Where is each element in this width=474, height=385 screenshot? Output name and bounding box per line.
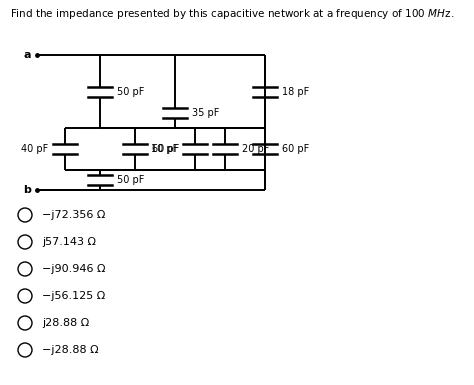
- Text: −j90.946 Ω: −j90.946 Ω: [42, 264, 106, 274]
- Text: 18 pF: 18 pF: [282, 87, 309, 97]
- Text: j57.143 Ω: j57.143 Ω: [42, 237, 96, 247]
- Text: 50 pF: 50 pF: [117, 175, 145, 185]
- Text: −j28.88 Ω: −j28.88 Ω: [42, 345, 99, 355]
- Text: 50 pF: 50 pF: [117, 87, 145, 97]
- Text: b: b: [23, 185, 31, 195]
- Text: −j56.125 Ω: −j56.125 Ω: [42, 291, 105, 301]
- Text: −j72.356 Ω: −j72.356 Ω: [42, 210, 105, 220]
- Text: 40 pF: 40 pF: [21, 144, 48, 154]
- Text: Find the impedance presented by this capacitive network at a frequency of 100 $M: Find the impedance presented by this cap…: [10, 7, 454, 21]
- Text: 60 pF: 60 pF: [282, 144, 309, 154]
- Text: j28.88 Ω: j28.88 Ω: [42, 318, 89, 328]
- Text: 20 pF: 20 pF: [242, 144, 269, 154]
- Text: 35 pF: 35 pF: [192, 108, 219, 118]
- Text: a: a: [24, 50, 31, 60]
- Text: 10 pF: 10 pF: [151, 144, 178, 154]
- Text: 60 pF: 60 pF: [152, 144, 179, 154]
